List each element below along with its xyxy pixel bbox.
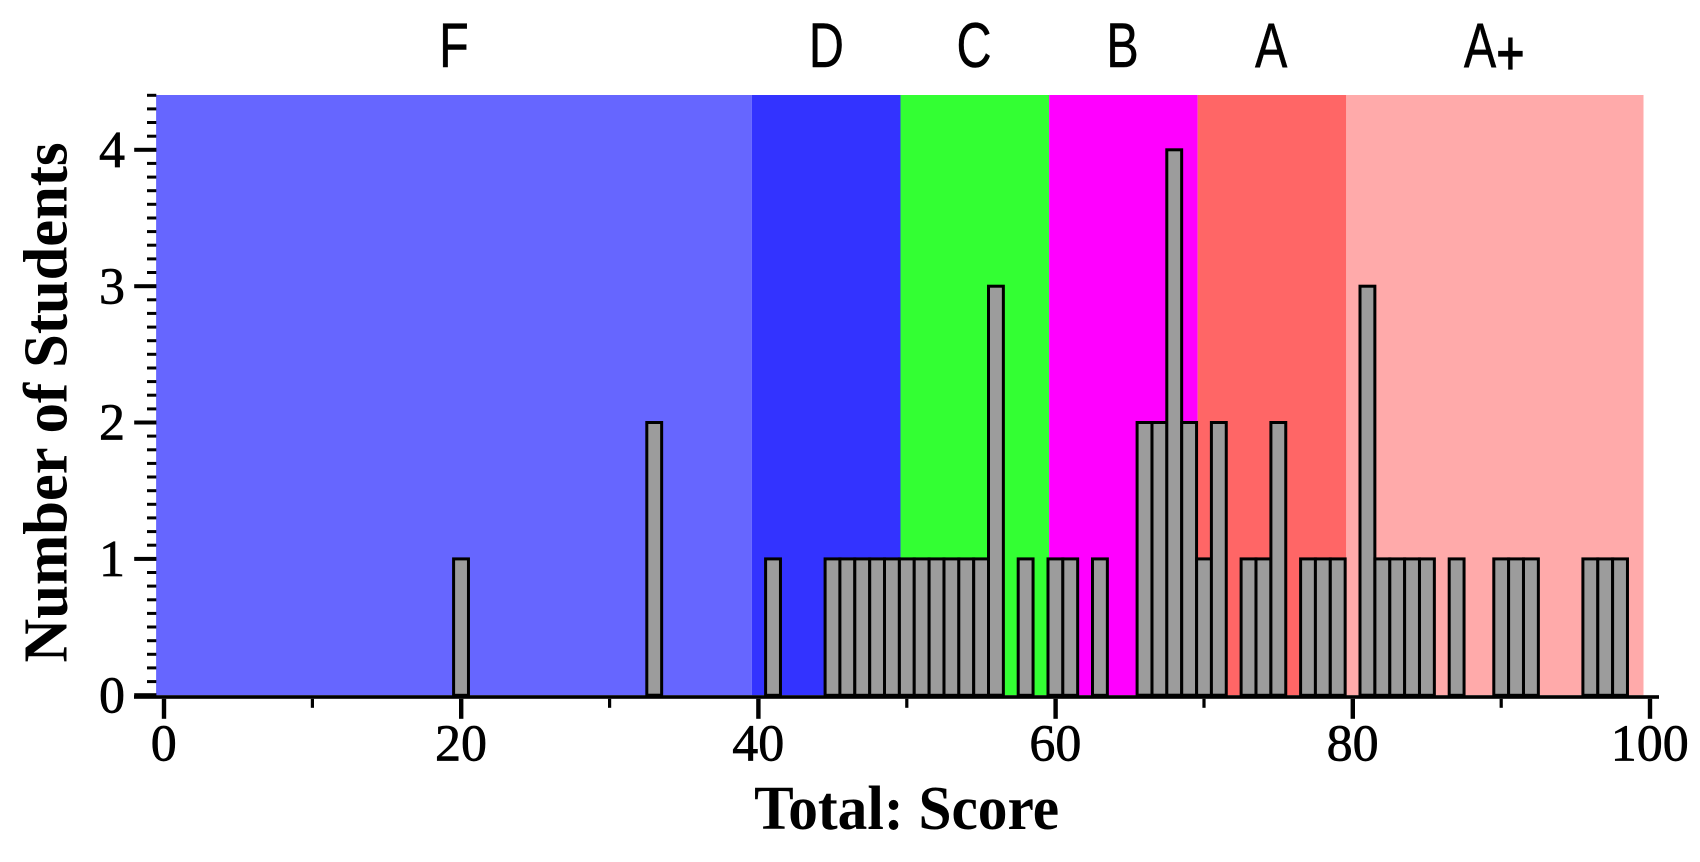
svg-text:40: 40: [732, 716, 784, 773]
svg-text:1: 1: [99, 531, 125, 588]
svg-text:Number of Students: Number of Students: [13, 143, 81, 663]
svg-text:80: 80: [1327, 716, 1379, 773]
svg-text:0: 0: [151, 716, 177, 773]
svg-text:+: +: [1496, 17, 1524, 88]
svg-text:Total: Score: Total: Score: [754, 775, 1059, 843]
svg-text:60: 60: [1029, 716, 1081, 773]
svg-text:100: 100: [1611, 716, 1689, 773]
svg-text:4: 4: [99, 122, 125, 179]
svg-text:B: B: [1106, 10, 1138, 81]
svg-text:C: C: [956, 10, 991, 81]
svg-text:2: 2: [99, 395, 125, 452]
svg-text:A: A: [1255, 10, 1288, 81]
svg-text:0: 0: [99, 667, 125, 724]
svg-text:A: A: [1464, 10, 1497, 81]
svg-text:3: 3: [99, 258, 125, 315]
svg-text:D: D: [809, 10, 844, 81]
svg-text:20: 20: [435, 716, 487, 773]
svg-text:F: F: [439, 10, 469, 81]
